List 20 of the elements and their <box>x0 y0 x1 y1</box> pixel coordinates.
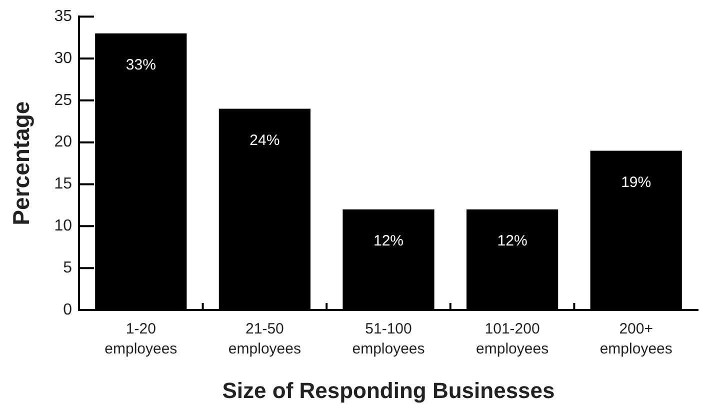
x-axis-title: Size of Responding Businesses <box>222 378 555 403</box>
data-label: 19% <box>621 174 652 191</box>
y-axis-title: Percentage <box>8 101 34 226</box>
y-tick-label: 20 <box>54 134 72 151</box>
data-label: 12% <box>373 232 404 250</box>
y-tick-label: 25 <box>54 92 72 109</box>
y-tick-label: 30 <box>54 50 72 67</box>
y-tick-label: 15 <box>54 176 72 193</box>
x-tick-label: 51-100 employees <box>352 320 425 358</box>
y-tick-label: 5 <box>63 259 72 276</box>
y-tick-label: 0 <box>63 301 72 318</box>
y-tick-label: 10 <box>54 218 72 235</box>
y-tick-label: 35 <box>54 8 72 26</box>
data-label: 24% <box>250 132 280 149</box>
data-label: 33% <box>126 56 156 74</box>
x-tick-label: 21-50 employees <box>228 320 301 358</box>
data-label: 12% <box>497 232 528 250</box>
x-tick-label: 101-200 employees <box>476 320 549 358</box>
x-tick-label: 200+ employees <box>600 320 672 358</box>
x-tick-label: 1-20 employees <box>104 320 178 358</box>
